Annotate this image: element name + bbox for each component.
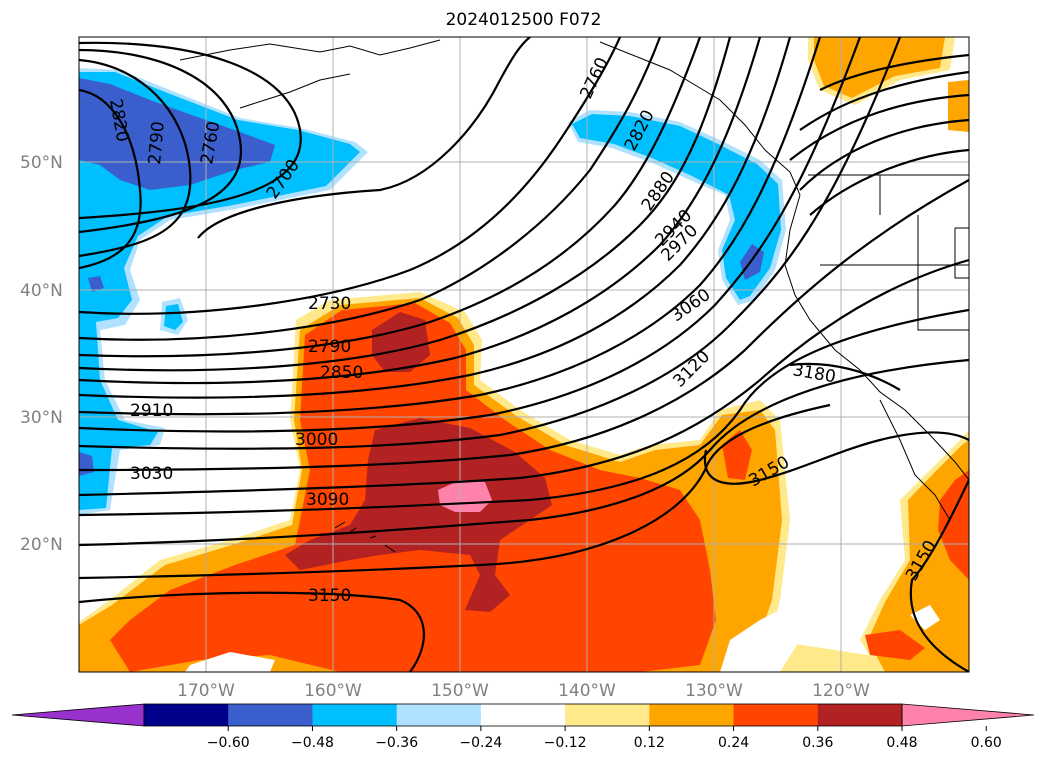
colorbar-tick-label: 0.48 [886,735,917,751]
lon-label: 130°W [685,681,743,701]
colorbar-tick-label: −0.60 [207,735,250,751]
colorbar-extend-high [901,703,1035,727]
lat-label: 50°N [20,153,63,173]
positive-anomaly-fill [79,37,969,672]
lat-label: 40°N [20,281,63,301]
colorbar-tick-label: 0.12 [634,735,665,751]
lat-label: 20°N [20,535,63,555]
map-area: 2820 2790 2760 2700 2760 2820 2880 2940 … [79,37,969,672]
latitude-labels: 50°N 40°N 30°N 20°N [20,153,63,555]
colorbar-tick-label: −0.48 [291,735,334,751]
colorbar-segment [733,704,819,726]
lon-label: 150°W [431,681,489,701]
colorbar-segment [565,704,650,726]
height-contours [79,37,969,672]
lon-label: 140°W [558,681,616,701]
contour-label: 2790 [308,337,351,357]
colorbar-tick-label: −0.36 [375,735,418,751]
colorbar-frame [143,703,903,727]
contour-label: 3090 [306,490,349,510]
colorbar-segment [396,704,482,726]
colorbar-tick-label: −0.24 [459,735,502,751]
contour-label: 3150 [308,586,351,606]
contour-label: 2850 [320,363,363,383]
colorbar-tick-label: 0.24 [718,735,749,751]
contour-label: 2790 [145,121,169,166]
colorbar-segment [228,704,313,726]
contour-label: 2910 [130,401,173,421]
lon-label: 120°W [812,681,870,701]
contour-label: 3030 [130,464,173,484]
map-title: 2024012500 F072 [445,10,602,30]
colorbar-segment [817,704,903,726]
lon-label: 160°W [304,681,362,701]
colorbar-extend-low [11,703,145,727]
contour-label: 2730 [308,294,351,314]
lat-label: 30°N [20,408,63,428]
colorbar-segment [144,704,229,726]
colorbar-segment [312,704,398,726]
longitude-labels: 170°W 160°W 150°W 140°W 130°W 120°W [177,681,870,701]
contour-label: 3000 [295,430,338,450]
colorbar: −0.60 −0.48 −0.36 −0.24 −0.12 0.12 0.24 0.36 0.4… [11,703,1035,751]
colorbar-segment [649,704,735,726]
coastlines [179,39,969,553]
map-frame [78,36,970,673]
colorbar-tick-label: 0.36 [802,735,833,751]
lon-label: 170°W [177,681,235,701]
colorbar-segment [480,704,566,726]
colorbar-tick-label: 0.60 [971,735,1002,751]
colorbar-tick-label: −0.12 [544,735,587,751]
